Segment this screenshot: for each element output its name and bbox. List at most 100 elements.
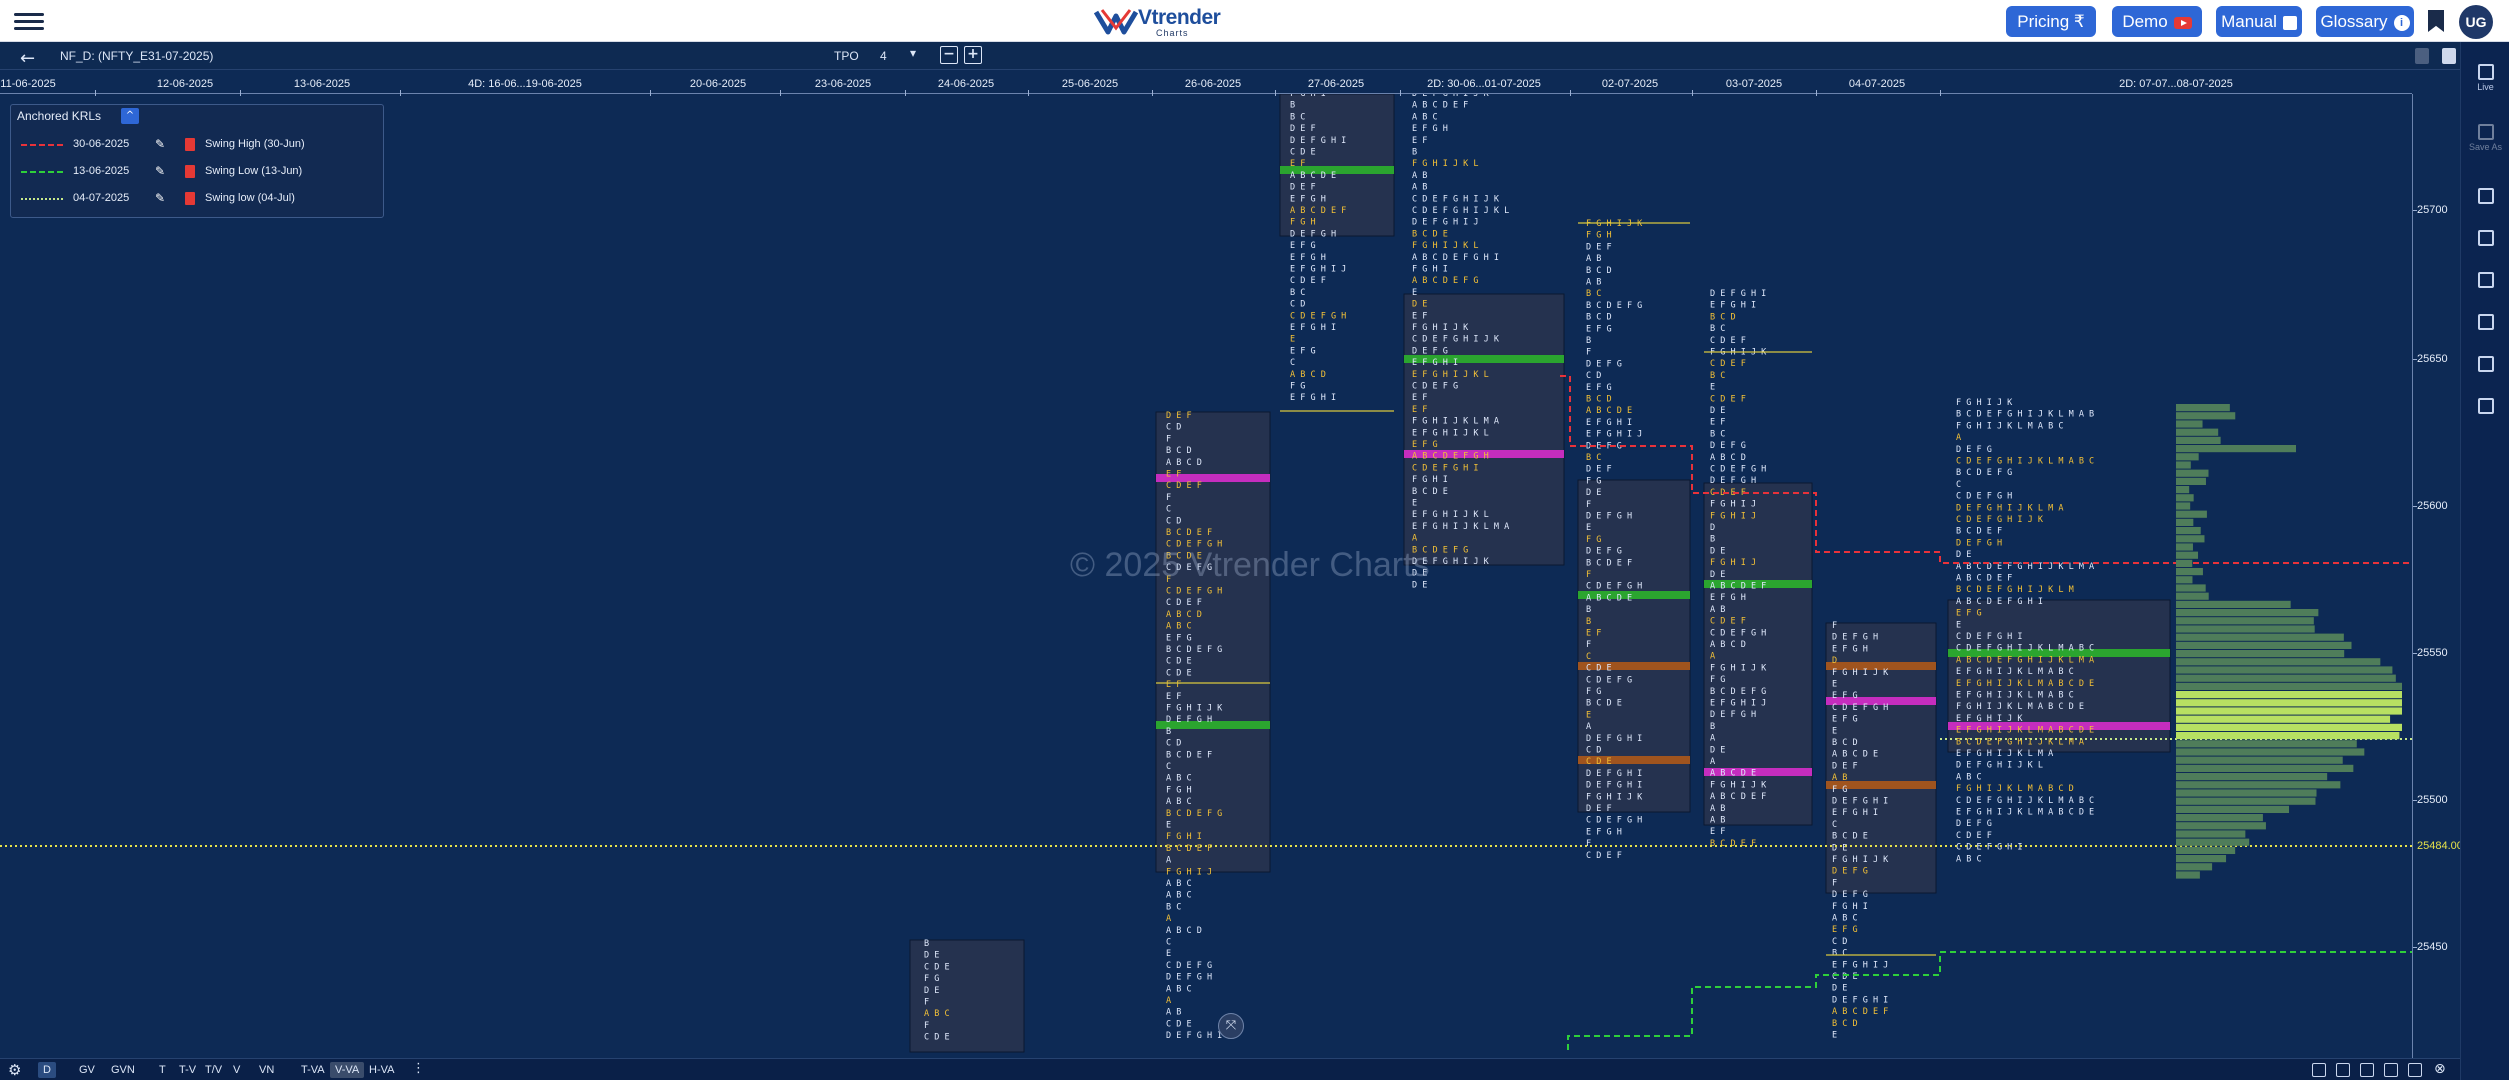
tpo-chart-canvas[interactable]: BD EC D EF GD EFA B CFC D ED E FC DFB C …: [0, 94, 2412, 1058]
chevron-down-icon[interactable]: ▾: [910, 46, 917, 60]
bookmark-icon[interactable]: [2428, 10, 2444, 32]
date-label: 02-07-2025: [1601, 78, 1659, 90]
view-mode-t-v[interactable]: T-V: [179, 1064, 197, 1076]
columns-layout-button[interactable]: [2461, 356, 2509, 374]
youtube-icon: [2173, 16, 2192, 29]
settings-gear-icon[interactable]: ⚙: [8, 1061, 22, 1079]
grid-layout-button[interactable]: [2461, 314, 2509, 332]
list-layout-button[interactable]: [2461, 230, 2509, 248]
table-icon[interactable]: [2312, 1063, 2326, 1077]
view-mode-t[interactable]: T: [159, 1064, 166, 1076]
delete-trash-icon[interactable]: [185, 138, 195, 151]
tpo-letters: D E F G H I J K: [1412, 557, 1490, 567]
manual-button[interactable]: Manual: [2216, 6, 2302, 37]
tpo-letters: D E F: [1166, 411, 1192, 421]
zoom-out-button[interactable]: −: [940, 46, 958, 64]
krl-name: Swing High (30-Jun): [205, 138, 305, 150]
tpo-letters: E F G H: [1710, 593, 1746, 603]
line-chart-icon[interactable]: [2336, 1063, 2350, 1077]
tpo-letters: A B: [1586, 278, 1601, 288]
tpo-letters: B C D E F G: [1412, 545, 1468, 555]
single-layout-button[interactable]: [2461, 188, 2509, 206]
edit-pencil-icon[interactable]: ✎: [155, 191, 166, 205]
volume-bar: [2176, 666, 2393, 674]
view-mode-vn[interactable]: VN: [259, 1064, 275, 1076]
poc-band: [1578, 756, 1690, 764]
close-icon[interactable]: ⊗: [2434, 1061, 2446, 1077]
bookmark-add-icon[interactable]: [2442, 48, 2456, 64]
tpo-letters: D E: [1956, 550, 1971, 560]
tpo-letters: D E F G H: [1166, 973, 1212, 983]
more-options-icon[interactable]: ⋮: [412, 1061, 425, 1076]
expand-icon[interactable]: [2408, 1063, 2422, 1077]
camera-icon[interactable]: [2360, 1063, 2374, 1077]
volume-bar: [2176, 453, 2199, 461]
live-button[interactable]: Live: [2461, 64, 2509, 92]
view-mode-gv[interactable]: GV: [79, 1064, 95, 1076]
tpo-letters: A B C D E: [1586, 593, 1632, 603]
volume-bar: [2176, 814, 2263, 822]
vtrender-logo[interactable]: Vtrender Charts: [1094, 4, 1221, 38]
delete-trash-icon[interactable]: [185, 165, 195, 178]
volume-bar: [2176, 436, 2221, 444]
tpo-letters: B C: [1290, 288, 1305, 298]
window-icon[interactable]: [2384, 1063, 2398, 1077]
save-icon[interactable]: [2415, 48, 2429, 64]
krl-row[interactable]: 30-06-2025 ✎ Swing High (30-Jun): [15, 135, 379, 155]
hamburger-menu-icon[interactable]: [14, 9, 44, 33]
krl-row[interactable]: 13-06-2025 ✎ Swing Low (13-Jun): [15, 162, 379, 182]
tpo-letters: C D E F G H I J K L M A B C: [1956, 796, 2094, 806]
tpo-letters: E F G H I: [1290, 393, 1336, 403]
price-tick: [2413, 653, 2417, 654]
krl-date: 04-07-2025: [73, 192, 130, 204]
demo-button[interactable]: Demo: [2112, 6, 2202, 37]
volume-bar: [2176, 682, 2402, 690]
volume-bar: [2176, 494, 2194, 502]
tpo-letters: A B C D E F G H I J K L M A: [1956, 655, 2094, 665]
edit-pencil-icon[interactable]: ✎: [155, 164, 166, 178]
save-as-button[interactable]: Save As: [2461, 124, 2509, 152]
delete-trash-icon[interactable]: [185, 192, 195, 205]
tpo-letters: E F G H: [1832, 644, 1868, 654]
glossary-button[interactable]: Glossary i: [2316, 6, 2414, 37]
view-mode-d[interactable]: D: [38, 1062, 56, 1078]
view-mode-v-va[interactable]: V-VA: [330, 1062, 365, 1078]
view-mode-v[interactable]: V: [233, 1064, 241, 1076]
collapse-icon[interactable]: ^: [121, 108, 139, 124]
zoom-in-button[interactable]: +: [964, 46, 982, 64]
tpo-letters: F G: [1586, 687, 1601, 697]
tpo-size-select[interactable]: 4: [880, 49, 887, 63]
edit-pencil-icon[interactable]: ✎: [155, 137, 166, 151]
expand-focus-icon[interactable]: ⤧: [1218, 1013, 1244, 1039]
tpo-letters: C D E F: [1710, 394, 1746, 404]
tpo-letters: F G H I J K L M A: [1412, 417, 1499, 427]
tpo-letters: A B C D: [1166, 458, 1202, 468]
tpo-letters: F G H I J K L M A B C: [1956, 421, 2063, 431]
tpo-letter-column: D E F G H I J K A B C D E FA B C E F G H E …: [1412, 94, 1509, 590]
krl-row[interactable]: 04-07-2025 ✎ Swing low (04-Jul): [15, 189, 379, 209]
tpo-letters: F G: [1290, 382, 1305, 392]
tpo-letters: A B C D E F G: [1412, 276, 1479, 286]
view-mode-gvn[interactable]: GVN: [111, 1064, 135, 1076]
current-price-label: 25484.00: [2417, 840, 2463, 852]
user-avatar[interactable]: UG: [2459, 5, 2493, 39]
tiles-layout-button[interactable]: [2461, 398, 2509, 416]
rows-layout-button[interactable]: [2461, 272, 2509, 290]
volume-bar: [2176, 658, 2381, 666]
tpo-letters: A B C D: [1290, 370, 1326, 380]
krl-line-swatch: [21, 198, 63, 200]
pricing-button[interactable]: Pricing ₹: [2006, 6, 2096, 37]
tpo-letters: D E F G H: [1832, 633, 1878, 643]
tpo-letters: F G: [924, 974, 939, 984]
view-mode-t-v[interactable]: T/V: [205, 1064, 223, 1076]
date-label: 24-06-2025: [937, 78, 995, 90]
view-mode-t-va[interactable]: T-VA: [301, 1064, 325, 1076]
tpo-letters: C D E F G H I: [1956, 632, 2023, 642]
tpo-letters: B C D E F: [1586, 558, 1632, 568]
tpo-letters: B C D E F G: [1586, 301, 1642, 311]
volume-bar: [2176, 748, 2365, 756]
tpo-letters: C D E F G: [1586, 675, 1632, 685]
back-arrow-icon[interactable]: ←: [20, 48, 36, 69]
tpo-letters: A B C D: [1166, 926, 1202, 936]
view-mode-h-va[interactable]: H-VA: [369, 1064, 395, 1076]
